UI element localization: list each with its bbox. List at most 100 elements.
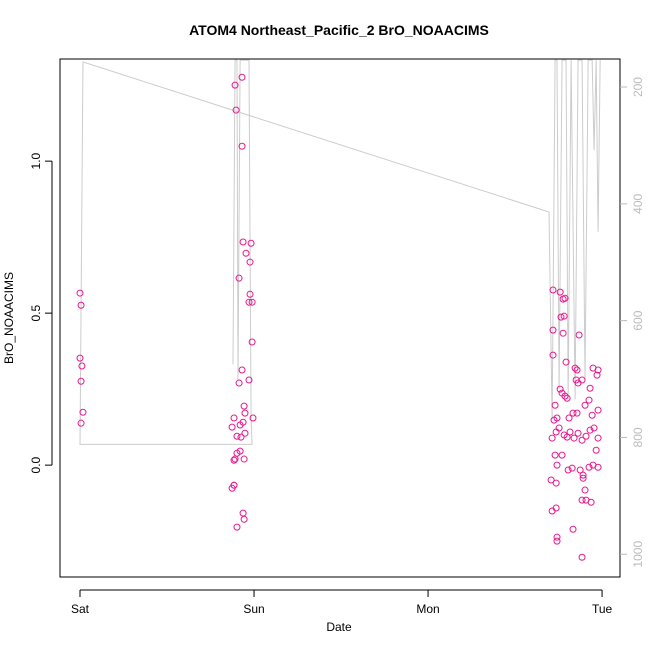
- data-point: [582, 432, 590, 440]
- data-point: [241, 429, 249, 437]
- data-point: [555, 424, 563, 432]
- data-point: [76, 289, 84, 297]
- data-point: [242, 249, 250, 257]
- data-point: [246, 290, 254, 298]
- data-point: [563, 394, 571, 402]
- data-point: [77, 377, 85, 385]
- data-point: [578, 553, 586, 561]
- data-point: [551, 401, 559, 409]
- data-point: [240, 402, 248, 410]
- data-point: [238, 366, 246, 374]
- data-point: [578, 436, 586, 444]
- data-point: [238, 142, 246, 150]
- data-point: [248, 298, 256, 306]
- data-point: [78, 362, 86, 370]
- data-point: [566, 428, 574, 436]
- data-point: [592, 446, 600, 454]
- data-point: [590, 424, 598, 432]
- data-point: [560, 312, 568, 320]
- data-point: [230, 456, 238, 464]
- data-point: [239, 238, 247, 246]
- data-point: [235, 274, 243, 282]
- data-point: [594, 406, 602, 414]
- data-point: [585, 396, 593, 404]
- data-point: [238, 73, 246, 81]
- data-point: [553, 414, 561, 422]
- data-point: [549, 286, 557, 294]
- data-point: [573, 409, 581, 417]
- data-point: [587, 498, 595, 506]
- y-tick-label: 0.0: [29, 456, 43, 473]
- y-tick-label: 0.5: [29, 304, 43, 321]
- data-point: [553, 533, 561, 541]
- data-point: [245, 298, 253, 306]
- data-point: [594, 366, 602, 374]
- data-point: [559, 329, 567, 337]
- data-point: [551, 451, 559, 459]
- y2-tick-label: 600: [631, 310, 645, 330]
- data-point: [569, 409, 577, 417]
- data-point: [561, 392, 569, 400]
- x-tick-label: Sun: [243, 602, 264, 616]
- y-tick-label: 1.0: [29, 152, 43, 169]
- x-tick-label: Sat: [71, 602, 90, 616]
- data-point: [552, 479, 560, 487]
- data-point: [246, 258, 254, 266]
- data-point: [247, 239, 255, 247]
- x-axis-label: Date: [326, 620, 352, 634]
- data-point: [579, 474, 587, 482]
- data-point: [578, 376, 586, 384]
- x-tick-label: Mon: [416, 602, 439, 616]
- data-point: [568, 464, 576, 472]
- data-point: [586, 384, 594, 392]
- data-point: [240, 455, 248, 463]
- data-point: [564, 466, 572, 474]
- data-point: [557, 313, 565, 321]
- data-point: [77, 301, 85, 309]
- data-point: [594, 434, 602, 442]
- data-point: [579, 471, 587, 479]
- data-point: [240, 515, 248, 523]
- data-point: [569, 525, 577, 533]
- data-point: [233, 523, 241, 531]
- data-point: [548, 434, 556, 442]
- data-point: [558, 451, 566, 459]
- plot-frame: [59, 58, 621, 578]
- data-point: [585, 463, 593, 471]
- data-point: [574, 429, 582, 437]
- data-point: [230, 481, 238, 489]
- data-point: [237, 433, 245, 441]
- data-point: [563, 433, 571, 441]
- data-point: [581, 401, 589, 409]
- data-point: [573, 366, 581, 374]
- data-point: [230, 414, 238, 422]
- data-point: [561, 294, 569, 302]
- y2-tick-label: 800: [631, 427, 645, 447]
- chart-title: ATOM4 Northeast_Pacific_2 BrO_NOAACIMS: [189, 22, 489, 38]
- data-point: [549, 351, 557, 359]
- data-point: [239, 418, 247, 426]
- data-point: [76, 354, 84, 362]
- data-point: [233, 432, 241, 440]
- data-point: [549, 326, 557, 334]
- data-point: [586, 426, 594, 434]
- x-tick-label: Tue: [592, 602, 613, 616]
- data-point: [77, 419, 85, 427]
- y-axis-label: BrO_NOAACIMS: [2, 272, 16, 364]
- data-point: [79, 408, 87, 416]
- data-point: [248, 338, 256, 346]
- data-point: [570, 434, 578, 442]
- data-point: [565, 414, 573, 422]
- data-point: [581, 486, 589, 494]
- data-point: [593, 371, 601, 379]
- y2-tick-label: 400: [631, 193, 645, 213]
- data-point: [553, 537, 561, 545]
- data-point: [575, 331, 583, 339]
- data-point: [562, 358, 570, 366]
- data-point: [232, 106, 240, 114]
- line-layer: [79, 59, 601, 445]
- data-point: [576, 466, 584, 474]
- data-point: [245, 376, 253, 384]
